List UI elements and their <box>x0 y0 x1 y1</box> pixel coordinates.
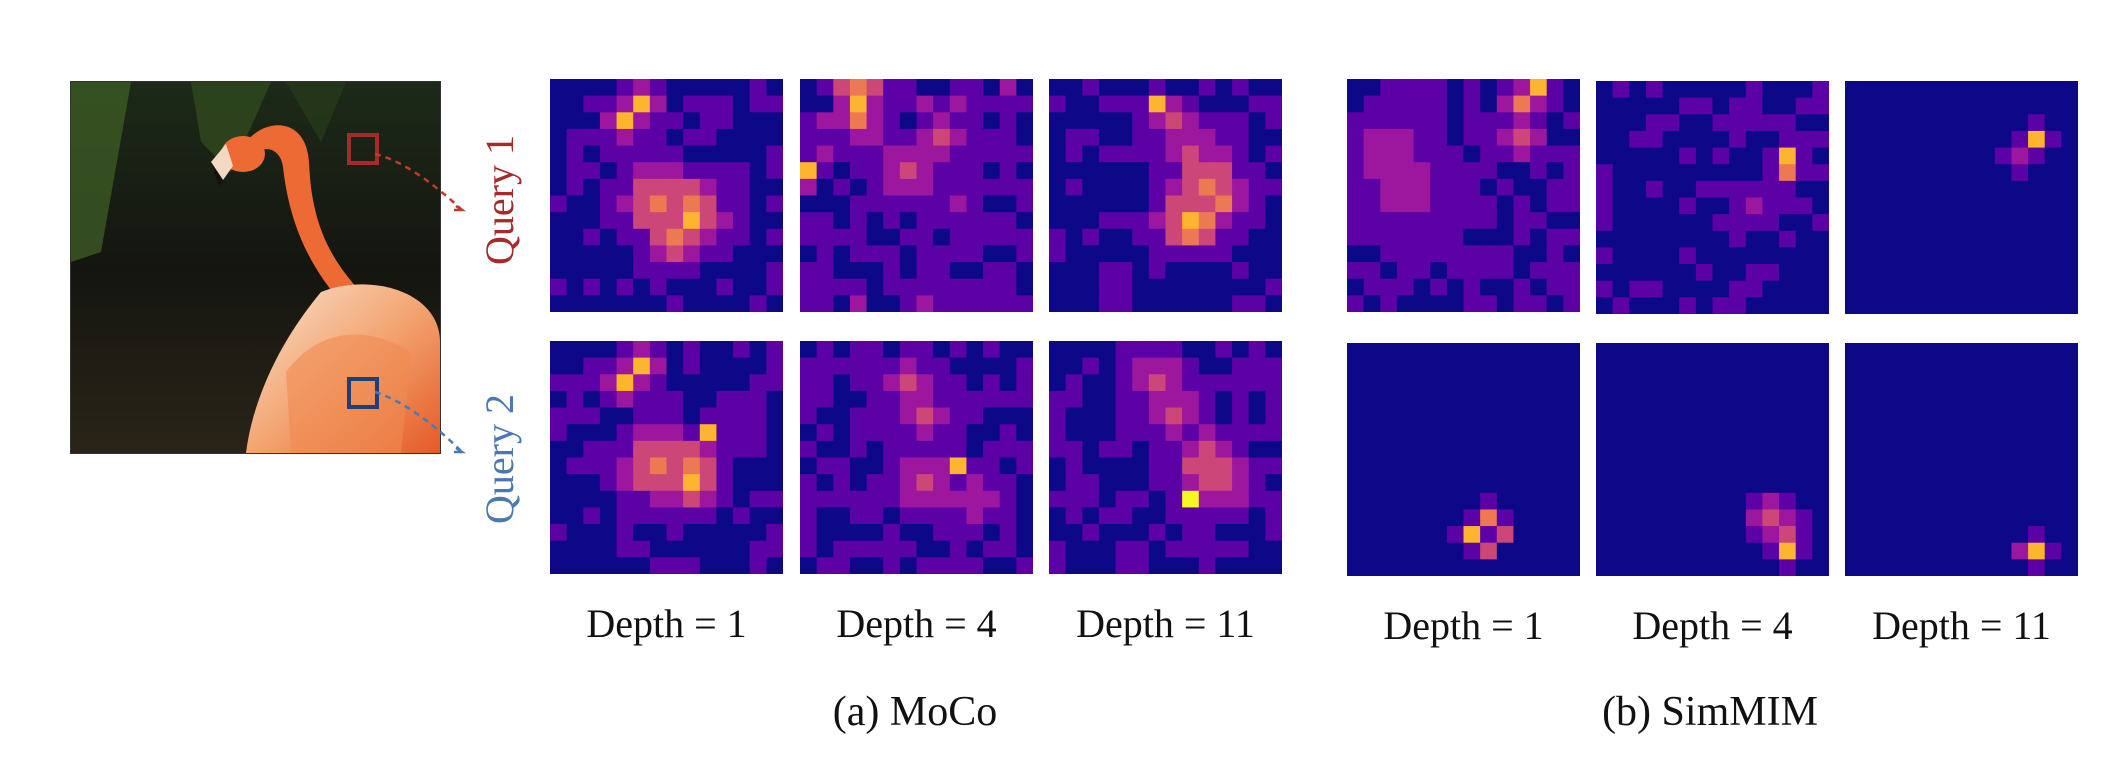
heatmap-moco-q1-d1 <box>550 79 783 312</box>
caption-simmim: (b) SimMIM <box>1602 689 1818 735</box>
query1-label: Query 1 <box>477 135 522 265</box>
depth-label-simmim-4: Depth = 4 <box>1632 603 1793 648</box>
heatmap-simmim-q1-d4 <box>1596 81 1829 314</box>
heatmap-moco-q1-d11 <box>1049 79 1282 312</box>
heatmap-simmim-q1-d1 <box>1347 79 1580 312</box>
heatmap-moco-q2-d1 <box>550 341 783 574</box>
query-arrows <box>374 152 467 454</box>
heatmap-simmim-q2-d11 <box>1845 343 2078 576</box>
depth-label-moco-1: Depth = 1 <box>586 601 747 646</box>
depth-label-moco-11: Depth = 11 <box>1076 601 1255 646</box>
query2-label: Query 2 <box>477 394 522 524</box>
heatmap-moco-q1-d4 <box>800 79 1033 312</box>
heatmap-simmim-q2-d4 <box>1596 343 1829 576</box>
heatmap-moco-q2-d11 <box>1049 341 1282 574</box>
query2-arrow <box>374 390 463 453</box>
query1-arrow <box>374 152 463 211</box>
flamingo-image <box>70 81 441 454</box>
depth-label-simmim-1: Depth = 1 <box>1383 603 1544 648</box>
heatmap-simmim-q1-d11 <box>1845 81 2078 314</box>
heatmap-simmim-q2-d1 <box>1347 343 1580 576</box>
heatmap-moco-q2-d4 <box>800 341 1033 574</box>
depth-label-simmim-11: Depth = 11 <box>1872 603 2051 648</box>
depth-label-moco-4: Depth = 4 <box>836 601 997 646</box>
caption-moco: (a) MoCo <box>832 689 998 735</box>
